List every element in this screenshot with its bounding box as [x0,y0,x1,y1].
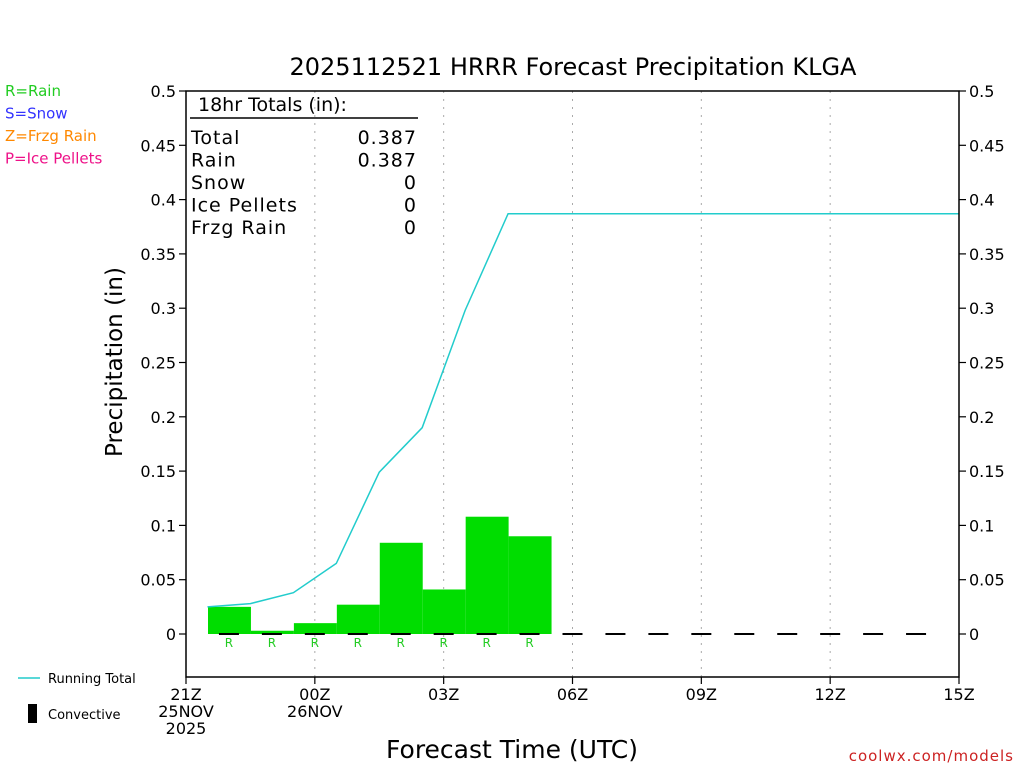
type-legend-2: Z=Frzg Rain [5,127,97,145]
y-axis-ticks: 0 00.05 0.050.1 0.10.15 0.150.2 0.20.25 0.250.… [140,82,1004,644]
type-code-2: R [311,636,319,650]
y-tick-label-left-2: 0.1 [151,516,176,535]
type-code-0: R [225,636,233,650]
precip-bar-1 [250,630,294,634]
y-tick-label-left-4: 0.2 [151,408,176,427]
y-tick-label-right-8: 0.4 [969,191,994,210]
precip-bars [208,516,552,634]
x-tick-label-1-0: 00Z [299,685,330,704]
y-tick-label-right-6: 0.3 [969,299,994,318]
x-tick-label-0-2: 2025 [166,719,207,738]
totals-label-2: Snow [191,172,246,194]
running-total-line [207,212,959,608]
convective-legend-label: Convective [48,708,121,723]
y-tick-label-left-10: 0.5 [151,82,176,101]
type-legend-0: R=Rain [5,82,61,100]
totals-value-1: 0.387 [358,150,417,172]
x-tick-label-0-0: 21Z [170,685,201,704]
y-tick-label-left-6: 0.3 [151,299,176,318]
y-tick-label-right-4: 0.2 [969,408,994,427]
x-tick-label-3-0: 06Z [557,685,588,704]
gridlines [314,91,831,677]
totals-label-3: Ice Pellets [191,195,298,217]
y-tick-label-right-9: 0.45 [969,136,1005,155]
y-tick-label-left-5: 0.25 [140,354,176,373]
y-tick-label-left-8: 0.4 [151,191,176,210]
type-code-1: R [268,636,276,650]
precip-bar-4 [379,542,423,634]
type-code-4: R [397,636,405,650]
totals-label-4: Frzg Rain [191,217,287,239]
x-tick-label-4-0: 09Z [686,685,717,704]
y-tick-label-right-7: 0.35 [969,245,1005,264]
totals-value-2: 0 [404,172,417,194]
convective-legend-swatch [28,704,37,723]
totals-box: 18hr Totals (in): Total 0.387 Rain 0.387 Sno… [190,94,418,239]
type-legend-1: S=Snow [5,105,68,123]
y-tick-label-left-9: 0.45 [140,136,176,155]
precip-bar-7 [508,536,552,634]
credit-link[interactable]: coolwx.com/models [849,747,1014,765]
precip-bar-0 [208,606,251,634]
totals-header: 18hr Totals (in): [198,94,347,116]
totals-value-0: 0.387 [358,127,417,149]
precip-bar-2 [293,623,337,634]
y-tick-label-left-1: 0.05 [140,571,176,590]
type-code-6: R [482,636,490,650]
totals-label-1: Rain [191,150,237,172]
precip-bar-6 [465,516,509,634]
type-legend-3: P=Ice Pellets [5,150,102,168]
running-total-polyline [207,212,959,608]
y-tick-label-left-3: 0.15 [140,462,176,481]
plot-frame [185,90,960,678]
chart-title: 2025112521 HRRR Forecast Precipitation K… [290,53,858,81]
totals-label-0: Total [190,127,240,149]
type-code-3: R [354,636,362,650]
type-code-7: R [525,636,533,650]
totals-value-4: 0 [404,217,417,239]
x-tick-label-6-0: 15Z [943,685,974,704]
bottom-legend: Running Total Convective [18,672,136,723]
x-axis-label: Forecast Time (UTC) [386,735,638,764]
y-tick-label-left-7: 0.35 [140,245,176,264]
precip-type-legend: R=Rain S=Snow Z=Frzg Rain P=Ice Pellets [5,82,102,168]
y-tick-label-right-0: 0 [969,625,979,644]
y-tick-label-right-3: 0.15 [969,462,1005,481]
x-tick-label-5-0: 12Z [815,685,846,704]
y-tick-label-right-5: 0.25 [969,354,1005,373]
type-code-5: R [439,636,447,650]
x-tick-label-2-0: 03Z [428,685,459,704]
y-axis-label: Precipitation (in) [102,267,128,457]
y-tick-label-right-10: 0.5 [969,82,994,101]
y-tick-label-right-1: 0.05 [969,571,1005,590]
running-total-legend-label: Running Total [48,672,136,687]
totals-rows: Total 0.387 Rain 0.387 Snow 0 Ice Pellets 0 Frzg… [190,127,417,239]
y-tick-label-left-0: 0 [166,625,176,644]
x-tick-label-0-1: 25NOV [158,702,214,721]
y-tick-label-right-2: 0.1 [969,516,994,535]
x-tick-label-1-1: 26NOV [287,702,343,721]
precip-bar-5 [422,589,466,634]
precip-bar-3 [336,604,380,634]
totals-value-3: 0 [404,195,417,217]
